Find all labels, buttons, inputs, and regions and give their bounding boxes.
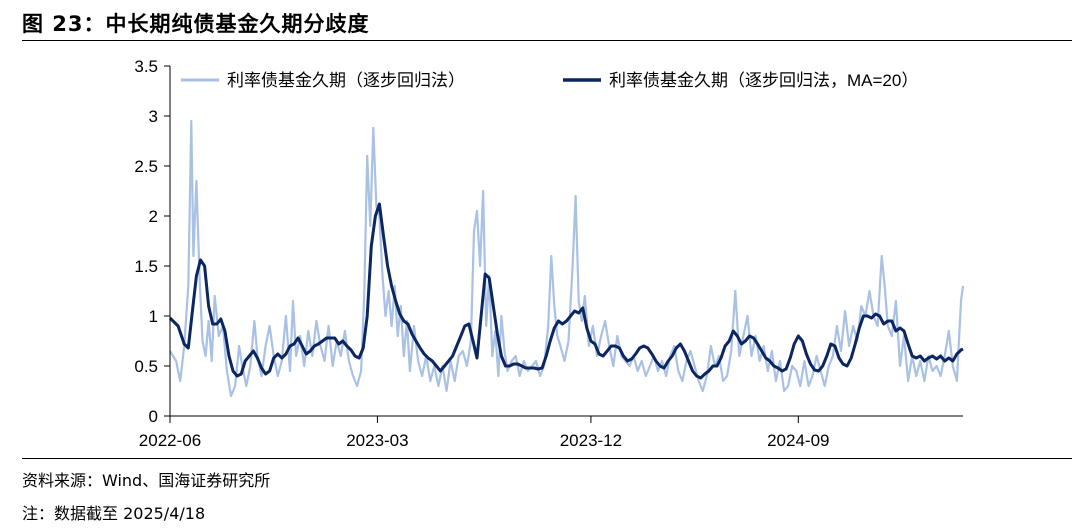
legend-label-raw: 利率债基金久期（逐步回归法） [227,71,465,90]
duration-divergence-chart: 0 0.5 1 1.5 2 2.5 3 3.5 2022-06 2023-03 2023-12 202… [134,57,965,450]
plot-lines [168,119,965,398]
x-tick-label: 2023-12 [560,431,622,450]
y-tick-label: 1 [149,307,158,326]
y-tick-label: 0.5 [134,357,158,376]
series-line-ma20 [168,202,964,380]
y-tick-label: 0 [149,407,158,426]
y-tick-label: 1.5 [134,257,158,276]
x-tick-label: 2024-09 [767,431,829,450]
y-tick-label: 3.5 [134,57,158,76]
footer-divider [22,458,1072,459]
title-divider [22,40,1072,41]
chart-axes: 0 0.5 1 1.5 2 2.5 3 3.5 2022-06 2023-03 2023-12 202… [134,57,963,450]
x-tick-label: 2022-06 [139,431,201,450]
x-tick-label: 2023-03 [346,431,408,450]
y-tick-label: 2.5 [134,157,158,176]
y-tick-label: 2 [149,207,158,226]
chart-legend: 利率债基金久期（逐步回归法） 利率债基金久期（逐步回归法，MA=20） [181,71,918,90]
legend-label-ma: 利率债基金久期（逐步回归法，MA=20） [609,71,918,90]
source-note: 资料来源：Wind、国海证券研究所 [22,471,271,490]
figure-title: 图 23：中长期纯债基金久期分歧度 [22,12,370,36]
y-tick-label: 3 [149,107,158,126]
data-cutoff-note: 注：数据截至 2025/4/18 [22,504,206,523]
series-line-raw [169,119,965,398]
